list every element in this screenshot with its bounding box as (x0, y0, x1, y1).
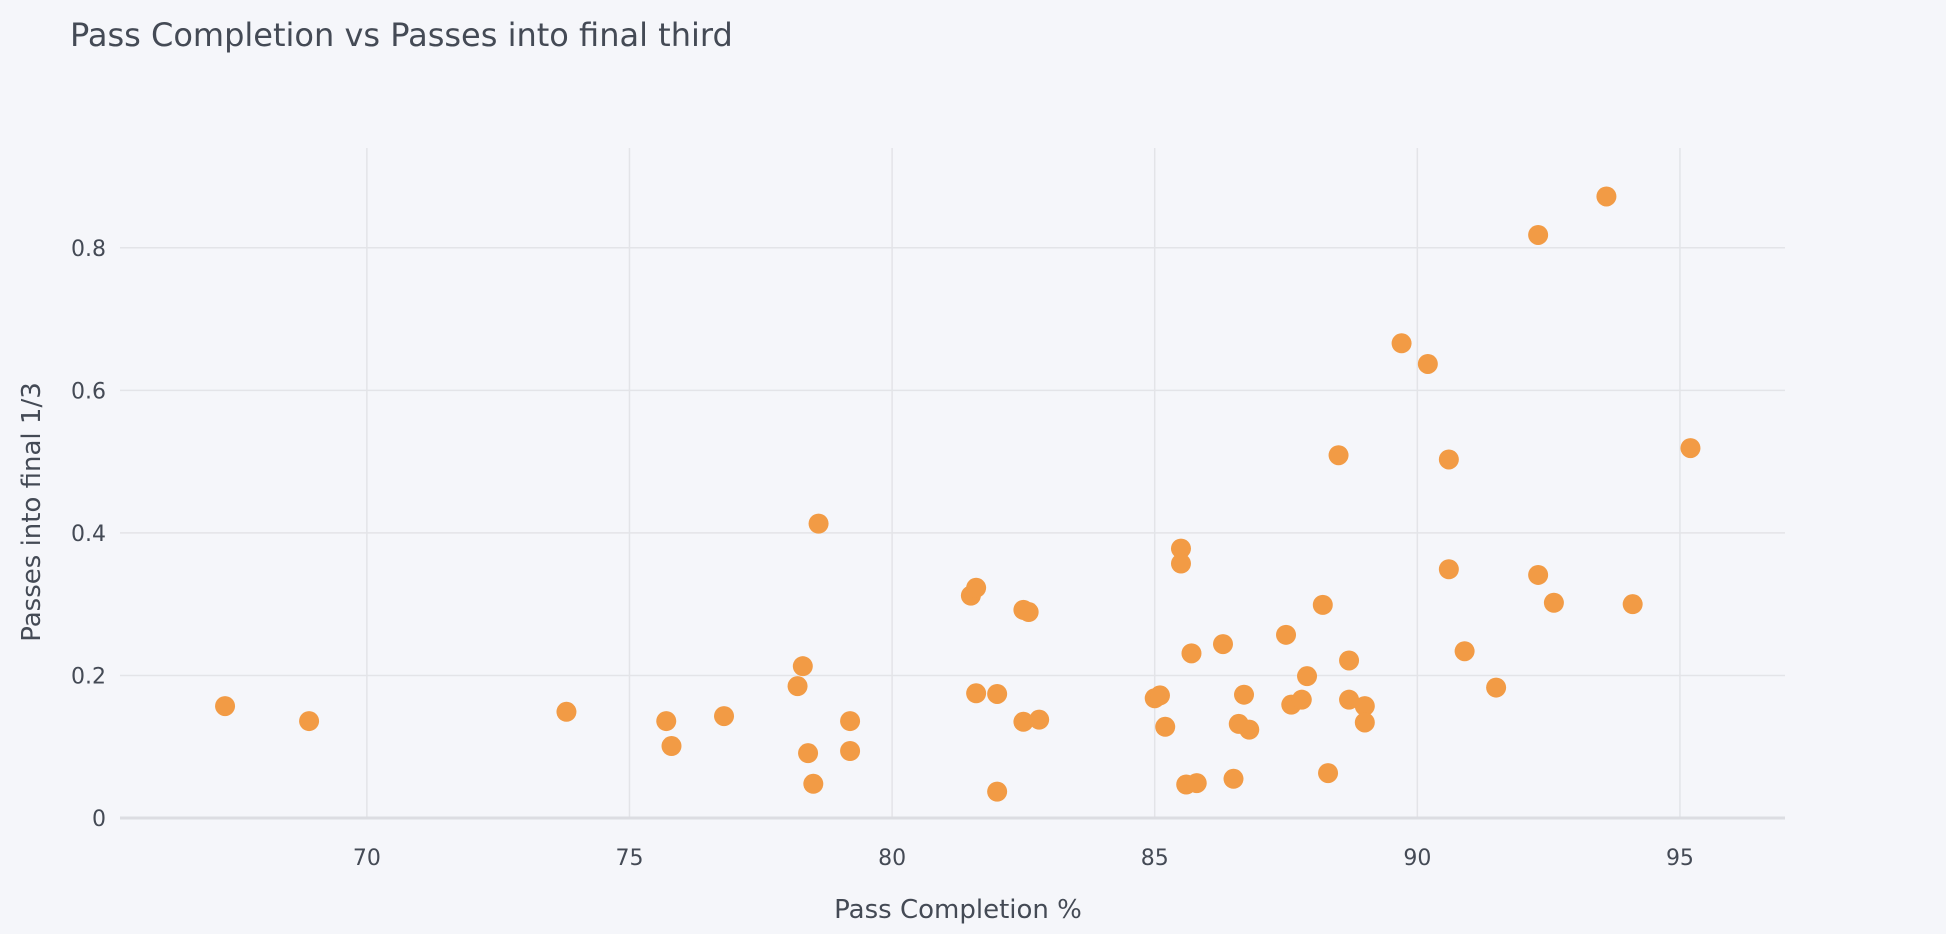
scatter-point[interactable] (661, 736, 682, 757)
scatter-point[interactable] (803, 773, 824, 794)
scatter-point[interactable] (792, 656, 813, 677)
scatter-point[interactable] (1318, 763, 1339, 784)
scatter-point[interactable] (1391, 333, 1412, 354)
x-tick-label: 75 (615, 846, 643, 871)
scatter-point[interactable] (1155, 716, 1176, 737)
scatter-point[interactable] (1170, 538, 1191, 559)
scatter-point[interactable] (1291, 689, 1312, 710)
scatter-point[interactable] (1181, 643, 1202, 664)
scatter-point[interactable] (1149, 685, 1170, 706)
scatter-point[interactable] (1417, 353, 1438, 374)
scatter-point[interactable] (966, 577, 987, 598)
y-grid (120, 247, 1785, 820)
scatter-point[interactable] (1170, 553, 1191, 574)
scatter-point[interactable] (1297, 666, 1318, 687)
y-tick-label: 0.4 (71, 522, 106, 547)
x-tick-label: 90 (1403, 846, 1431, 871)
scatter-point[interactable] (656, 711, 677, 732)
x-tick-label: 95 (1666, 846, 1694, 871)
scatter-point[interactable] (787, 676, 808, 697)
scatter-point[interactable] (1239, 719, 1260, 740)
y-tick-labels: 0 0.2 0.4 0.6 0.8 (71, 237, 106, 832)
y-axis-title: Passes into final 1/3 (17, 382, 47, 642)
scatter-point[interactable] (1596, 186, 1617, 207)
y-tick-label: 0.8 (71, 237, 106, 262)
scatter-point[interactable] (987, 683, 1008, 704)
chart-title: Pass Completion vs Passes into final thi… (70, 16, 733, 54)
scatter-point[interactable] (840, 741, 861, 761)
scatter-point[interactable] (966, 683, 987, 704)
scatter-point[interactable] (1680, 438, 1701, 459)
scatter-point[interactable] (1486, 677, 1507, 698)
scatter-point[interactable] (1339, 650, 1360, 671)
scatter-point[interactable] (1528, 224, 1549, 245)
scatter-point[interactable] (299, 711, 320, 732)
scatter-point[interactable] (215, 696, 236, 717)
scatter-point[interactable] (1543, 592, 1564, 613)
scatter-point[interactable] (798, 743, 819, 764)
scatter-point[interactable] (1013, 711, 1034, 732)
scatter-point[interactable] (1339, 689, 1360, 710)
x-tick-label: 80 (878, 846, 906, 871)
x-tick-labels: 70 75 80 85 90 95 (353, 846, 1694, 871)
scatter-point[interactable] (556, 701, 577, 722)
scatter-point[interactable] (714, 706, 735, 727)
scatter-point[interactable] (1528, 564, 1549, 585)
scatter-point[interactable] (1186, 773, 1207, 794)
y-tick-label: 0.2 (71, 664, 106, 689)
scatter-point[interactable] (1438, 449, 1459, 470)
scatter-point[interactable] (808, 513, 829, 534)
x-tick-label: 70 (353, 846, 381, 871)
y-tick-label: 0.6 (71, 379, 106, 404)
scatter-point[interactable] (1234, 684, 1255, 705)
x-grid (366, 148, 1681, 818)
x-tick-label: 85 (1141, 846, 1169, 871)
scatter-point[interactable] (1454, 641, 1475, 662)
scatter-point[interactable] (1223, 768, 1244, 789)
data-points (215, 186, 1701, 802)
scatter-point[interactable] (987, 781, 1008, 802)
scatter-point[interactable] (1312, 594, 1333, 615)
scatter-point[interactable] (1354, 712, 1375, 733)
scatter-point[interactable] (1276, 624, 1297, 645)
scatter-point[interactable] (1029, 709, 1050, 730)
scatter-point[interactable] (1354, 696, 1375, 717)
scatter-point[interactable] (1018, 602, 1039, 623)
scatter-point[interactable] (1212, 634, 1233, 655)
y-tick-label: 0 (92, 807, 106, 832)
x-axis-title: Pass Completion % (834, 895, 1082, 925)
scatter-point[interactable] (1438, 559, 1459, 580)
scatter-point[interactable] (1622, 594, 1643, 615)
scatter-point[interactable] (1328, 445, 1349, 466)
scatter-point[interactable] (840, 711, 861, 732)
